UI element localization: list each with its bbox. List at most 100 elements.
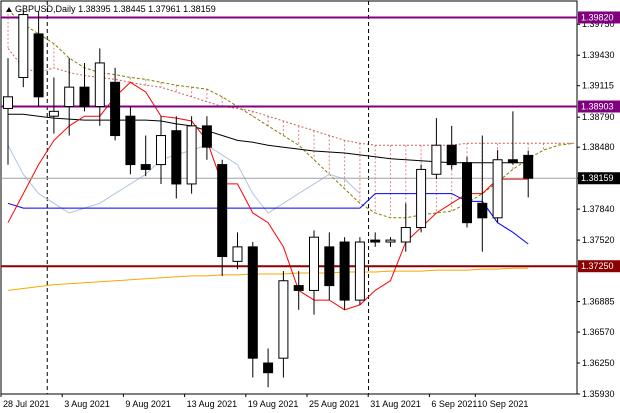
long-ma-line — [7, 267, 529, 291]
support-level-tag — [578, 260, 620, 273]
candle-body — [400, 227, 411, 243]
candle-body — [232, 246, 243, 262]
candle — [125, 106, 136, 175]
candle — [354, 237, 365, 305]
time-tick-label: 3 Aug 2021 — [64, 399, 110, 409]
candle — [523, 150, 534, 198]
svg-text:GBPUSD,Daily 1.38395 1.38445: GBPUSD,Daily 1.38395 1.38445 1.37961 1.3… — [15, 4, 216, 14]
candle — [186, 116, 197, 194]
candle-body — [247, 246, 258, 359]
price-tick-label: 1.39430 — [582, 50, 615, 60]
candle-body — [79, 86, 90, 108]
price-tick-label: 1.37520 — [582, 235, 615, 245]
price-tick-label: 1.36570 — [582, 327, 615, 337]
candle — [446, 125, 457, 170]
candle-body — [186, 125, 197, 185]
candle — [201, 116, 212, 160]
candle-body — [477, 202, 488, 219]
candle-body — [507, 159, 518, 164]
candle — [324, 232, 335, 301]
candle — [492, 150, 503, 223]
candles — [3, 9, 534, 388]
price-tick-label: 1.35930 — [582, 389, 615, 399]
time-tick-label: 31 Aug 2021 — [370, 399, 421, 409]
candle — [416, 164, 427, 233]
resistance-level-tag-label: 1.39820 — [581, 12, 614, 22]
candle-body — [48, 110, 59, 117]
price-tick-label: 1.38480 — [582, 142, 615, 152]
candle — [140, 135, 151, 177]
price-tick-label: 1.36250 — [582, 358, 615, 368]
candle-body — [140, 164, 151, 170]
slow-ma-line — [8, 113, 529, 164]
candle-body — [156, 135, 166, 166]
current-price-tag-label: 1.38159 — [581, 173, 614, 183]
candle — [400, 203, 411, 252]
candle — [370, 232, 381, 247]
ohlc-readout: 1.38395 1.38445 1.37961 1.38159 — [78, 4, 216, 14]
price-tick-label: 1.37840 — [582, 204, 615, 214]
kijun-sen-line — [7, 193, 529, 245]
indicator-lines — [7, 81, 529, 311]
time-tick-label: 9 Aug 2021 — [125, 399, 171, 409]
time-tick-label: 19 Aug 2021 — [248, 399, 299, 409]
candle — [33, 11, 44, 107]
candle — [94, 48, 105, 126]
candle-body — [278, 280, 289, 359]
tenkan-sen-line — [7, 81, 529, 311]
time-tick-label: 6 Sep 2021 — [431, 399, 477, 409]
candle — [171, 116, 182, 199]
candle-body — [324, 246, 335, 287]
candle — [385, 237, 396, 247]
candle-body — [416, 168, 427, 229]
resistance-level-tag — [578, 100, 620, 113]
time-tick-label: 25 Aug 2021 — [309, 399, 360, 409]
candle — [48, 77, 59, 134]
resistance-level-tag-label: 1.38903 — [581, 102, 614, 112]
candle — [278, 271, 289, 378]
candle-body — [431, 144, 442, 175]
candle — [247, 242, 258, 378]
candle-body — [492, 159, 503, 219]
candle — [507, 111, 518, 165]
candle — [156, 116, 166, 184]
candle-body — [201, 125, 212, 148]
candle-body — [110, 81, 121, 137]
price-tick-label: 1.36885 — [582, 297, 615, 307]
price-tick-label: 1.38790 — [582, 112, 615, 122]
candle — [64, 58, 75, 136]
candle-body — [263, 362, 274, 374]
candle — [462, 156, 472, 228]
candle-body — [64, 86, 75, 108]
candle — [18, 9, 29, 88]
candle-body — [354, 241, 365, 301]
candle — [79, 62, 90, 112]
candle — [217, 159, 228, 276]
price-axis: 1.39750 1.39430 1.39115 1.38790 1.38480 1.381… — [577, 11, 620, 399]
candle-body — [217, 164, 228, 258]
time-tick-label: 28 Jul 2021 — [3, 399, 50, 409]
chart-title: GBPUSD,Daily 1.38395 1.38445 1.37961 1.3… — [6, 4, 216, 14]
candle-body — [171, 130, 182, 185]
candle-body — [125, 115, 136, 166]
price-tick-label: 1.39750 — [582, 19, 615, 29]
candle — [477, 135, 488, 252]
candle — [309, 230, 319, 315]
chikou-span-line — [7, 144, 361, 214]
candle-body — [3, 96, 13, 109]
candle — [232, 232, 243, 270]
candle — [293, 271, 304, 310]
symbol-triangle-icon — [6, 7, 12, 12]
price-tick-label: 1.39115 — [582, 81, 614, 91]
senkou-span-a-line — [7, 48, 575, 146]
resistance-level-tag — [578, 11, 620, 24]
symbol-label: GBPUSD — [15, 4, 54, 14]
time-tick-label: 10 Sep 2021 — [477, 399, 528, 409]
candle-body — [94, 62, 105, 108]
support-level-tag-label: 1.37250 — [581, 261, 614, 271]
time-tick-label: 13 Aug 2021 — [187, 399, 238, 409]
candle-body — [18, 14, 29, 78]
